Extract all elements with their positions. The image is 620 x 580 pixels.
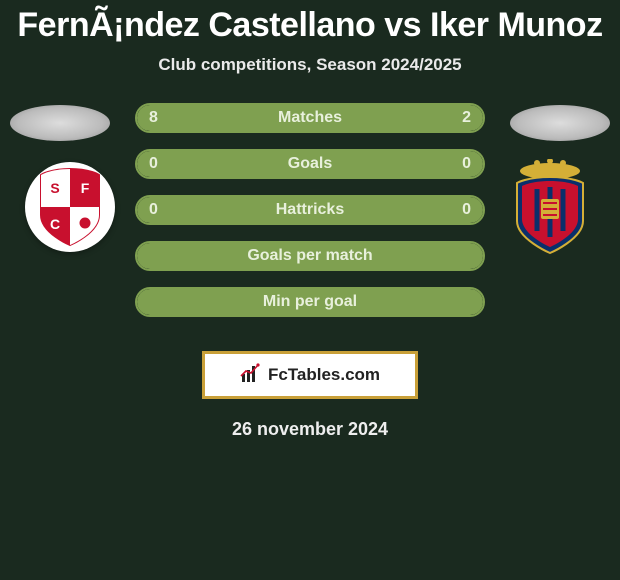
brand-text: FcTables.com xyxy=(268,365,380,385)
stat-value-left: 0 xyxy=(149,201,158,219)
stat-label: Hattricks xyxy=(276,201,344,219)
stat-value-left: 8 xyxy=(149,109,158,127)
stat-row-min-per-goal: Min per goal xyxy=(135,287,485,317)
player-photo-placeholder-right xyxy=(510,105,610,141)
stats-column: 8 Matches 2 0 Goals 0 0 Hattricks 0 Goal… xyxy=(135,103,485,333)
stat-label: Goals xyxy=(288,155,332,173)
stat-row-matches: 8 Matches 2 xyxy=(135,103,485,133)
page-title: FernÃ¡ndez Castellano vs Iker Munoz xyxy=(0,0,620,45)
stat-value-right: 0 xyxy=(462,201,471,219)
stat-value-right: 2 xyxy=(462,109,471,127)
svg-text:F: F xyxy=(81,180,90,196)
stat-label: Min per goal xyxy=(263,293,357,311)
stat-label: Matches xyxy=(278,109,342,127)
stat-fill-left xyxy=(137,105,414,131)
svg-text:S: S xyxy=(50,180,59,196)
sevilla-crest-icon: S F C xyxy=(25,162,115,252)
stat-value-left: 0 xyxy=(149,155,158,173)
date-line: 26 november 2024 xyxy=(0,419,620,440)
stat-row-goals-per-match: Goals per match xyxy=(135,241,485,271)
stat-value-right: 0 xyxy=(462,155,471,173)
page-subtitle: Club competitions, Season 2024/2025 xyxy=(0,55,620,75)
svg-text:C: C xyxy=(50,216,60,232)
club-crest-left: S F C xyxy=(20,157,120,257)
stat-row-goals: 0 Goals 0 xyxy=(135,149,485,179)
bar-chart-icon xyxy=(240,362,262,389)
player-photo-placeholder-left xyxy=(10,105,110,141)
osasuna-crest-icon xyxy=(505,162,595,252)
stat-row-hattricks: 0 Hattricks 0 xyxy=(135,195,485,225)
brand-badge: FcTables.com xyxy=(202,351,418,399)
club-crest-right xyxy=(500,157,600,257)
comparison-area: S F C xyxy=(0,103,620,343)
stat-label: Goals per match xyxy=(247,247,372,265)
stat-fill-right xyxy=(414,105,483,131)
